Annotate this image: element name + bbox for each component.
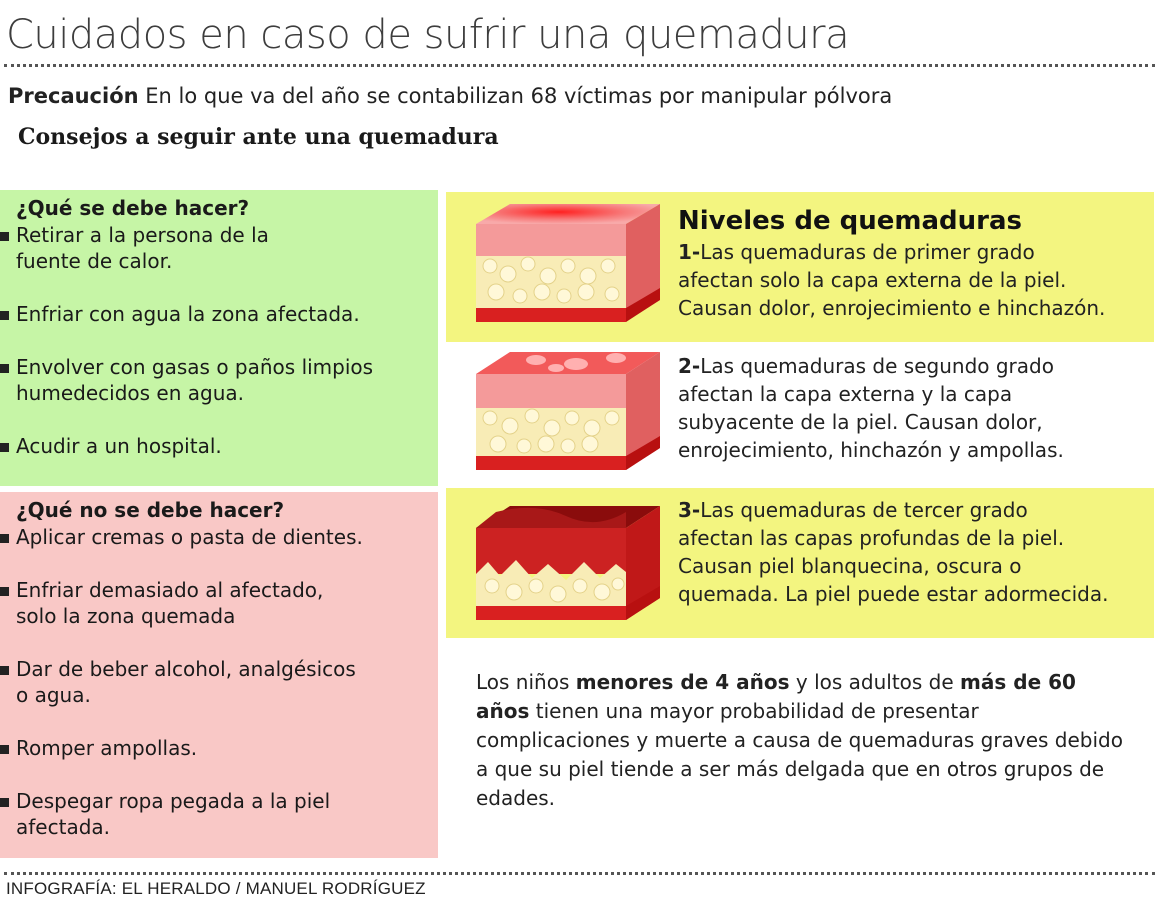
page-title: Cuidados en caso de sufrir una quemadura [6, 12, 850, 58]
dont-item-line: Enfriar demasiado al afectado, [16, 578, 324, 602]
dont-item: Aplicar cremas o pasta de dientes. [0, 524, 422, 550]
dont-item-line: Aplicar cremas o pasta de dientes. [16, 525, 363, 549]
second-degree-skin-illustration [476, 352, 660, 470]
level-line: afectan las capas profundas de la piel. [678, 526, 1065, 550]
precaution-label: Precaución [8, 84, 139, 108]
level-2-text: 2-Las quemaduras de segundo grado afecta… [678, 352, 1064, 464]
dont-panel: ¿Qué no se debe hacer? Aplicar cremas o … [0, 492, 438, 858]
footer-divider [4, 872, 1155, 875]
dont-item-line: afectada. [16, 815, 111, 839]
levels-title: Niveles de quemaduras [678, 206, 1022, 236]
note-text: tienen una mayor probabilidad de present… [476, 699, 1123, 810]
level-2-panel [446, 346, 1154, 484]
level-line: enrojecimiento, hinchazón y ampollas. [678, 438, 1064, 462]
third-degree-skin-illustration [476, 506, 660, 620]
precaution-text: En lo que va del año se contabilizan 68 … [145, 84, 893, 108]
do-item-line: Retirar a la persona de la [16, 223, 269, 247]
note-text: Los niños [476, 670, 576, 694]
dont-item-line: solo la zona quemada [16, 604, 236, 628]
dont-item: Dar de beber alcohol, analgésicos o agua… [0, 656, 422, 708]
level-line: Las quemaduras de tercer grado [700, 498, 1028, 522]
do-item: Envolver con gasas o paños limpios humed… [0, 354, 422, 406]
level-3-panel [446, 488, 1154, 638]
level-line: afectan la capa externa y la capa [678, 382, 1013, 406]
do-item-line: fuente de calor. [16, 249, 173, 273]
level-line: quemada. La piel puede estar adormecida. [678, 582, 1109, 606]
level-3-text: 3-Las quemaduras de tercer grado afectan… [678, 496, 1108, 608]
note-emphasis: menores de 4 años [575, 670, 790, 694]
note-emphasis: más de 60 años [476, 670, 1076, 723]
level-line: Las quemaduras de segundo grado [700, 354, 1054, 378]
level-number: 1- [678, 240, 701, 264]
dont-list: Aplicar cremas o pasta de dientes. Enfri… [0, 524, 422, 840]
do-item-line: humedecidos en agua. [16, 381, 244, 405]
dont-item-line: o agua. [16, 683, 91, 707]
level-number: 3- [678, 498, 701, 522]
do-item: Enfriar con agua la zona afectada. [0, 301, 422, 327]
level-line: afectan solo la capa externa de la piel. [678, 268, 1067, 292]
level-line: Causan piel blanquecina, oscura o [678, 554, 1022, 578]
credit-line: INFOGRAFÍA: EL HERALDO / MANUEL RODRÍGUE… [6, 879, 426, 898]
do-item-line: Envolver con gasas o paños limpios [16, 355, 374, 379]
level-line: subyacente de la piel. Causan dolor, [678, 410, 1043, 434]
level-1-panel [446, 192, 1154, 342]
do-item-line: Acudir a un hospital. [16, 434, 222, 458]
dont-item-line: Dar de beber alcohol, analgésicos [16, 657, 356, 681]
do-item: Acudir a un hospital. [0, 433, 422, 459]
risk-note: Los niños menores de 4 años y los adulto… [476, 668, 1136, 813]
section-subtitle: Consejos a seguir ante una quemadura [18, 124, 499, 150]
dont-item: Enfriar demasiado al afectado, solo la z… [0, 577, 422, 629]
first-degree-skin-illustration [476, 204, 660, 322]
do-item: Retirar a la persona de la fuente de cal… [0, 222, 422, 274]
dont-item: Romper ampollas. [0, 735, 422, 761]
do-heading: ¿Qué se debe hacer? [16, 196, 250, 220]
precaution-line: Precaución En lo que va del año se conta… [8, 84, 892, 108]
level-1-text: 1-Las quemaduras de primer grado afectan… [678, 238, 1105, 322]
level-line: Las quemaduras de primer grado [700, 240, 1035, 264]
do-list: Retirar a la persona de la fuente de cal… [0, 222, 422, 459]
dont-item-line: Despegar ropa pegada a la piel [16, 789, 331, 813]
title-divider [4, 64, 1155, 67]
do-item-line: Enfriar con agua la zona afectada. [16, 302, 360, 326]
dont-item-line: Romper ampollas. [16, 736, 198, 760]
note-text: y los adultos de [789, 670, 961, 694]
level-number: 2- [678, 354, 701, 378]
do-panel: ¿Qué se debe hacer? Retirar a la persona… [0, 190, 438, 486]
dont-item: Despegar ropa pegada a la piel afectada. [0, 788, 422, 840]
level-line: Causan dolor, enrojecimiento e hinchazón… [678, 296, 1106, 320]
dont-heading: ¿Qué no se debe hacer? [16, 498, 285, 522]
